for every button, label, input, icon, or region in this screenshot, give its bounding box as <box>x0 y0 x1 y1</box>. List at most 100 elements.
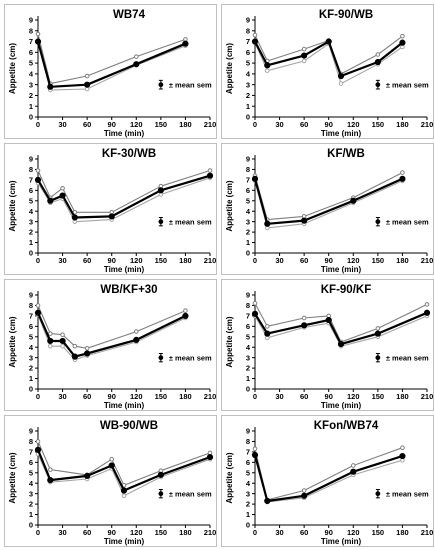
legend-label: ± mean sem <box>386 353 429 362</box>
x-axis-label: Time (min) <box>321 537 362 546</box>
x-tick-label: 210 <box>204 528 217 537</box>
x-tick-label: 0 <box>253 528 257 537</box>
y-tick-label: 9 <box>29 427 33 436</box>
data-point-mean <box>374 58 381 66</box>
y-tick-label: 7 <box>246 37 250 46</box>
series-line-mean <box>253 177 403 225</box>
x-tick-label: 30 <box>58 120 66 129</box>
data-point-mean <box>206 172 214 179</box>
legend-label: ± mean sem <box>386 80 429 89</box>
data-point-upper <box>301 46 307 52</box>
data-point-upper <box>301 315 307 321</box>
legend-label: ± mean sem <box>169 217 212 226</box>
x-tick-label: 90 <box>108 120 116 129</box>
y-tick-label: 6 <box>29 458 33 467</box>
chart-title: KF/WB <box>327 148 365 160</box>
error-bar-marker <box>375 355 381 361</box>
x-tick-label: 120 <box>130 528 143 537</box>
data-point-upper <box>264 324 270 329</box>
y-tick-label: 3 <box>246 80 250 89</box>
x-tick-label: 90 <box>325 120 333 129</box>
y-tick-label: 5 <box>29 196 33 205</box>
legend-label: ± mean sem <box>169 353 212 362</box>
series-line-lower <box>37 314 186 361</box>
y-tick-label: 3 <box>29 217 33 226</box>
x-tick-label: 150 <box>155 120 168 129</box>
y-tick-label: 3 <box>29 353 33 362</box>
chart-panel-2: KF-90/WB 0 1 2 3 4 5 6 7 8 9 0 30 60 90 120 150 180 210 Tim… <box>221 4 434 139</box>
data-point-upper <box>207 168 213 173</box>
data-point-mean <box>264 497 271 505</box>
x-tick-label: 0 <box>36 528 40 537</box>
x-tick-label: 210 <box>421 120 434 129</box>
data-point-mean <box>301 322 308 329</box>
y-tick-label: 4 <box>29 207 34 216</box>
data-point-mean <box>301 217 308 224</box>
data-point-mean <box>301 52 308 59</box>
data-point-upper <box>35 303 41 308</box>
x-tick-label: 90 <box>108 392 116 401</box>
data-point-mean <box>264 220 271 227</box>
y-tick-label: 2 <box>29 228 33 237</box>
y-tick-label: 7 <box>29 311 33 320</box>
error-bar-marker <box>375 219 381 225</box>
x-axis-label: Time (min) <box>104 401 145 410</box>
data-point-mean <box>47 83 54 90</box>
data-point-mean <box>59 192 66 199</box>
data-point-upper <box>400 33 405 39</box>
y-tick-label: 8 <box>246 165 250 174</box>
x-tick-label: 180 <box>179 120 192 129</box>
x-tick-label: 150 <box>372 528 385 537</box>
x-tick-label: 90 <box>325 256 333 265</box>
x-tick-label: 60 <box>300 120 308 129</box>
x-tick-label: 30 <box>275 120 283 129</box>
data-point-lower <box>301 58 307 64</box>
data-point-mean <box>337 72 345 80</box>
y-tick-label: 9 <box>29 155 33 164</box>
data-point-lower <box>338 81 344 86</box>
x-tick-label: 150 <box>155 528 168 537</box>
x-tick-label: 0 <box>253 392 257 401</box>
data-point-mean <box>264 62 271 69</box>
data-point-mean <box>59 337 66 345</box>
data-point-mean <box>84 472 91 480</box>
data-point-lower <box>60 343 65 349</box>
y-tick-label: 5 <box>29 59 33 68</box>
y-tick-label: 1 <box>246 374 250 383</box>
x-tick-label: 150 <box>155 392 168 401</box>
y-tick-label: 1 <box>246 102 250 111</box>
series-line-mean <box>36 41 186 88</box>
data-point-mean <box>108 213 115 220</box>
x-axis-label: Time (min) <box>104 265 145 274</box>
x-axis-label: Time (min) <box>104 129 145 138</box>
y-axis-label: Appetite (cm) <box>8 316 17 367</box>
x-tick-label: 210 <box>204 256 217 265</box>
error-bar-marker <box>158 355 164 361</box>
data-point-mean <box>301 492 308 499</box>
x-tick-label: 90 <box>108 528 116 537</box>
x-tick-label: 60 <box>83 256 91 265</box>
x-tick-label: 90 <box>325 528 333 537</box>
data-point-mean <box>157 187 164 194</box>
data-point-upper <box>424 302 430 307</box>
y-tick-label: 5 <box>246 59 250 68</box>
data-point-upper <box>183 308 188 313</box>
x-axis-label: Time (min) <box>321 401 362 410</box>
chart-panel-5: WB/KF+30 0 1 2 3 4 5 6 7 8 9 0 30 60 90 120 150 180 210 Tim… <box>4 279 217 411</box>
data-point-mean <box>108 462 115 469</box>
x-tick-label: 120 <box>130 392 143 401</box>
y-tick-label: 3 <box>29 489 33 498</box>
chart-panel-6: KF-90/KF 0 1 2 3 4 5 6 7 8 9 0 30 60 90 120 150 180 210 Tim… <box>221 279 434 411</box>
y-tick-label: 9 <box>246 291 250 300</box>
y-tick-label: 2 <box>29 364 33 373</box>
y-tick-label: 7 <box>246 175 250 184</box>
y-tick-label: 2 <box>246 91 250 100</box>
x-tick-label: 180 <box>396 120 409 129</box>
y-tick-label: 6 <box>246 322 250 331</box>
x-tick-label: 0 <box>253 256 257 265</box>
data-point-mean <box>34 176 42 183</box>
